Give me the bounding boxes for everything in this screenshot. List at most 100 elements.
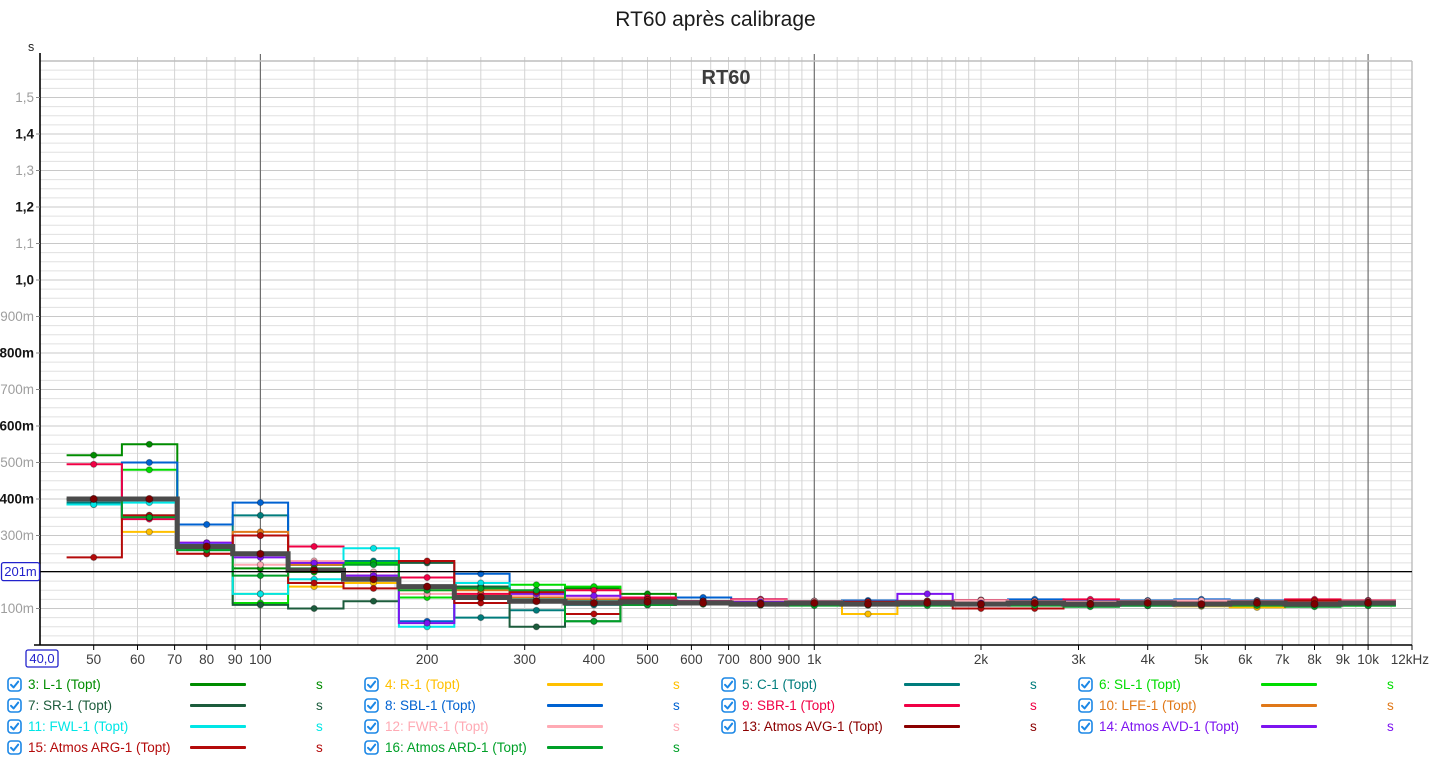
- series-marker: [369, 584, 378, 593]
- legend-label[interactable]: 8: SBL-1 (Topt): [385, 698, 476, 713]
- series-marker: [369, 544, 378, 552]
- legend-unit: s: [1387, 698, 1394, 713]
- legend-checkbox-checked-icon[interactable]: [364, 719, 379, 734]
- series-marker: [423, 619, 431, 627]
- y-tick-label: 300m: [0, 528, 34, 543]
- series-marker: [1086, 600, 1095, 609]
- page-title: RT60 après calibrage: [615, 8, 816, 31]
- legend-line-swatch: [190, 683, 246, 686]
- legend-checkbox-checked-icon[interactable]: [7, 677, 22, 692]
- legend-label[interactable]: 5: C-1 (Topt): [742, 677, 818, 692]
- legend-item-13: 13: Atmos AVG-1 (Topt) s: [716, 716, 1073, 737]
- legend-checkbox-checked-icon[interactable]: [1078, 698, 1093, 713]
- series-marker: [145, 458, 153, 467]
- x-tick-label: 4k: [1141, 652, 1156, 667]
- legend-checkbox-checked-icon[interactable]: [364, 740, 379, 755]
- legend-label[interactable]: 13: Atmos AVG-1 (Topt): [742, 719, 883, 734]
- legend-checkbox-checked-icon[interactable]: [7, 719, 22, 734]
- x-tick-label: 1k: [807, 652, 822, 667]
- y-tick-label: 600m: [0, 419, 34, 434]
- series-line-13: [66, 496, 1396, 607]
- legend-unit: s: [1387, 719, 1394, 734]
- legend-label[interactable]: 16: Atmos ARD-1 (Topt): [385, 740, 527, 755]
- x-tick-label: 300: [513, 652, 536, 667]
- y-tick-label: 1,3: [15, 163, 34, 178]
- y-tick-label: 400m: [0, 492, 34, 507]
- legend-checkbox-checked-icon[interactable]: [721, 677, 736, 692]
- x-tick-label: 600: [680, 652, 703, 667]
- legend-unit: s: [1030, 698, 1037, 713]
- legend-label[interactable]: 15: Atmos ARG-1 (Topt): [28, 740, 171, 755]
- x-tick-label: 400: [583, 652, 606, 667]
- series-marker: [589, 598, 599, 608]
- legend-unit: s: [316, 677, 323, 692]
- legend-label[interactable]: 10: LFE-1 (Topt): [1099, 698, 1197, 713]
- x-tick-label: 6k: [1238, 652, 1253, 667]
- legend-line-swatch: [190, 746, 246, 749]
- legend-label[interactable]: 4: R-1 (Topt): [385, 677, 461, 692]
- legend-label[interactable]: 3: L-1 (Topt): [28, 677, 101, 692]
- legend-line-swatch: [904, 725, 960, 728]
- y-tick-label: 1,0: [15, 273, 34, 288]
- legend-line-swatch: [1261, 704, 1317, 707]
- legend-checkbox-checked-icon[interactable]: [721, 698, 736, 713]
- legend-item-10: 10: LFE-1 (Topt) s: [1073, 695, 1430, 716]
- x-tick-label: 800: [749, 652, 772, 667]
- legend-label[interactable]: 6: SL-1 (Topt): [1099, 677, 1181, 692]
- x-tick-label: 50: [86, 652, 101, 667]
- legend-line-swatch: [547, 746, 603, 749]
- legend-checkbox-checked-icon[interactable]: [364, 698, 379, 713]
- legend-unit: s: [673, 740, 680, 755]
- legend-label[interactable]: 12: FWR-1 (Topt): [385, 719, 489, 734]
- legend-unit: s: [673, 719, 680, 734]
- series-marker: [310, 604, 318, 613]
- legend-checkbox-checked-icon[interactable]: [721, 719, 736, 734]
- legend-line-swatch: [1261, 683, 1317, 686]
- legend-item-5: 5: C-1 (Topt) s: [716, 674, 1073, 695]
- cursor-x-readout-box: [25, 649, 59, 668]
- legend-checkbox-checked-icon[interactable]: [1078, 719, 1093, 734]
- legend-item-7: 7: SR-1 (Topt) s: [2, 695, 359, 716]
- x-tick-label: 100: [249, 652, 272, 667]
- legend-item-11: 11: FWL-1 (Topt) s: [2, 716, 359, 737]
- legend-checkbox-checked-icon[interactable]: [7, 740, 22, 755]
- y-tick-label: 500m: [0, 455, 34, 470]
- series-marker: [976, 600, 986, 609]
- legend-checkbox-checked-icon[interactable]: [7, 698, 22, 713]
- series-marker: [756, 600, 765, 609]
- legend-item-16: 16: Atmos ARD-1 (Topt) s: [359, 737, 716, 758]
- legend-checkbox-checked-icon[interactable]: [364, 677, 379, 692]
- series-marker: [369, 597, 378, 605]
- series-marker: [699, 598, 708, 608]
- legend-line-swatch: [547, 704, 603, 707]
- rt60-chart-svg: 1,5 1,4 1,3 1,2 1,1 1,0 900m 800m 700m 600m 500m 40…: [0, 40, 1430, 668]
- series-marker: [89, 494, 98, 504]
- y-axis-unit: s: [28, 40, 34, 54]
- series-marker: [145, 494, 154, 504]
- y-tick-label: 800m: [0, 346, 34, 361]
- legend-label[interactable]: 7: SR-1 (Topt): [28, 698, 113, 713]
- y-tick-label: 100m: [0, 601, 34, 616]
- series-marker: [477, 614, 485, 622]
- series-marker: [477, 584, 485, 593]
- series-marker: [145, 528, 153, 536]
- series-marker: [256, 561, 264, 569]
- x-tick-label: 12kHz: [1391, 652, 1430, 667]
- legend-line-swatch: [190, 725, 246, 728]
- series-marker: [1143, 598, 1152, 608]
- series-marker: [532, 597, 541, 606]
- legend-checkbox-checked-icon[interactable]: [1078, 677, 1093, 692]
- legend-item-8: 8: SBL-1 (Topt) s: [359, 695, 716, 716]
- series-marker: [532, 606, 541, 614]
- legend-item-6: 6: SL-1 (Topt) s: [1073, 674, 1430, 695]
- legend-label[interactable]: 11: FWL-1 (Topt): [28, 719, 129, 734]
- series-marker: [1310, 600, 1319, 609]
- legend-label[interactable]: 14: Atmos AVD-1 (Topt): [1099, 719, 1240, 734]
- legend-unit: s: [316, 740, 323, 755]
- legend-label[interactable]: 9: SBR-1 (Topt): [742, 698, 836, 713]
- legend-item-14: 14: Atmos AVD-1 (Topt) s: [1073, 716, 1430, 737]
- cursor-x-readout: 40,0: [29, 651, 54, 666]
- series-marker: [256, 590, 264, 598]
- legend-line-swatch: [904, 704, 960, 707]
